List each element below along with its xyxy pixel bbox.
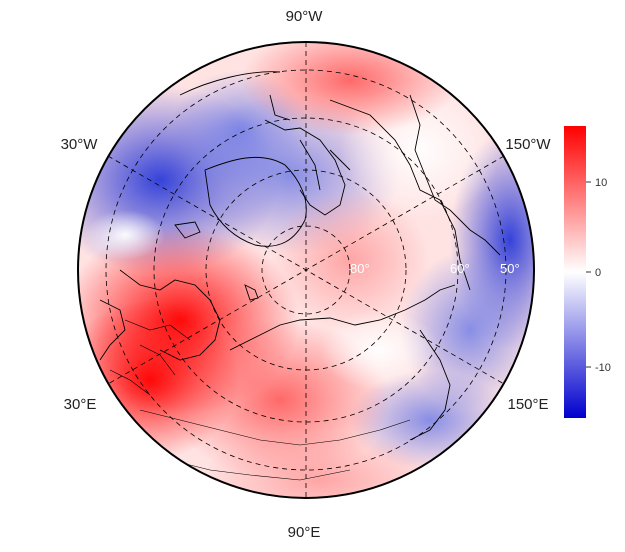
europe-borders	[109, 319, 191, 396]
map-border	[77, 41, 535, 499]
longitude-label-upper-left: 30°W	[61, 136, 99, 153]
meridian-150w-30e	[107, 155, 505, 385]
colorbar-label-0: 0	[595, 267, 601, 279]
longitude-label-lower-right: 150°E	[507, 396, 548, 413]
canadian-archipelago-coast	[264, 94, 351, 216]
graticule	[105, 42, 507, 498]
asia-borders	[139, 409, 411, 481]
alaska-coast	[409, 94, 501, 256]
anomaly-field	[78, 42, 534, 498]
svalbard-coast	[244, 284, 259, 301]
latitude-label-80: 80°	[350, 261, 370, 276]
colorbar: 10 0 -10	[564, 126, 611, 418]
latitude-label-60: 60°	[450, 261, 470, 276]
north-america-coast	[179, 71, 471, 291]
colorbar-gradient	[564, 126, 586, 418]
latitude-circle-50	[105, 69, 507, 471]
greenland-coast	[204, 156, 307, 247]
coastlines	[99, 71, 501, 481]
colorbar-label-10: 10	[595, 177, 607, 189]
east-asia-coast	[409, 329, 451, 441]
longitude-label-bottom: 90°E	[288, 524, 321, 541]
europe-coast	[99, 269, 221, 361]
longitude-label-top: 90°W	[286, 8, 324, 25]
latitude-label-50: 50°	[500, 261, 520, 276]
colorbar-label-neg10: -10	[595, 362, 611, 374]
longitude-label-upper-right: 150°W	[505, 136, 551, 153]
longitude-label-lower-left: 30°E	[64, 396, 97, 413]
siberia-coast	[229, 284, 456, 351]
iceland-coast	[174, 221, 201, 239]
